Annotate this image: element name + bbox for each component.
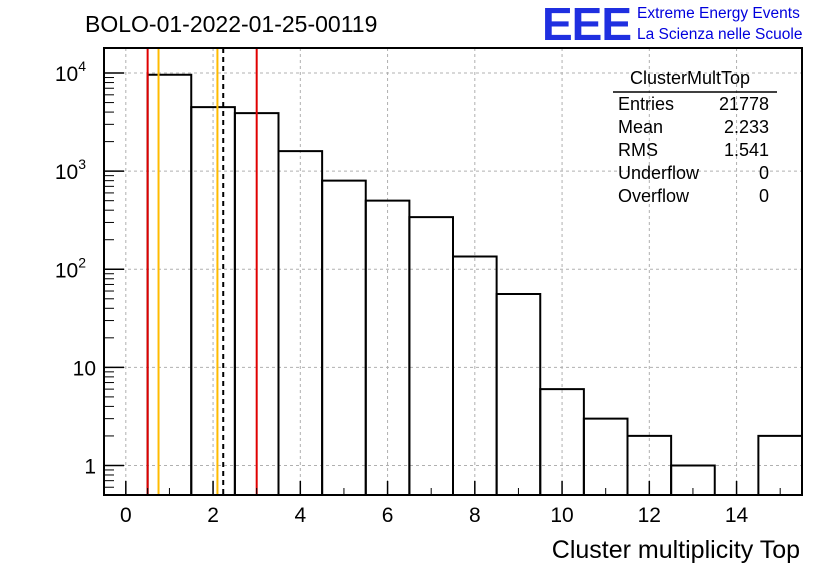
eee-logo: EEE Extreme Energy Events La Scienza nel… (542, 0, 802, 50)
y-tick-exponent: 3 (78, 156, 86, 172)
x-tick-label: 4 (294, 504, 306, 527)
y-tick-label: 102 (55, 254, 86, 282)
y-tick-base: 10 (55, 63, 78, 86)
y-tick-exponent: 4 (78, 58, 86, 74)
histogram-bin (146, 73, 193, 495)
y-tick-label: 103 (55, 156, 86, 184)
x-tick-label: 2 (207, 504, 219, 527)
stats-label: Underflow (618, 163, 700, 183)
y-tick-label: 1 (84, 455, 96, 478)
y-tick-label: 10 (73, 357, 96, 380)
x-tick-label: 6 (382, 504, 394, 527)
x-axis-label: Cluster multiplicity Top (552, 536, 800, 564)
histogram-bin (495, 292, 542, 495)
stats-rows: Entries 21778 Mean 2.233 RMS 1.541 Underflow 0 O… (618, 94, 769, 206)
x-axis: 0 2 4 6 8 10 12 14 (103, 481, 803, 527)
logo-line-1: Extreme Energy Events (637, 5, 800, 22)
x-tick-label: 0 (120, 504, 132, 527)
x-tick-label: 12 (638, 504, 661, 527)
stats-label: Entries (618, 94, 674, 114)
histogram-bin (582, 417, 629, 495)
chart-title: BOLO-01-2022-01-25-00119 (85, 11, 377, 37)
x-tick-label: 10 (550, 504, 573, 527)
stats-value: 0 (759, 186, 769, 206)
stats-label: Mean (618, 117, 663, 137)
y-tick-base: 1 (84, 455, 96, 478)
stats-value: 21778 (719, 94, 769, 114)
stats-value: 0 (759, 163, 769, 183)
y-tick-base: 10 (55, 161, 78, 184)
x-tick-label: 8 (469, 504, 481, 527)
marker-lines (146, 48, 258, 495)
histogram-bin (277, 150, 324, 495)
stats-value: 2.233 (724, 117, 769, 137)
x-tick-label: 14 (725, 504, 749, 527)
y-tick-exponent: 2 (78, 254, 86, 270)
y-tick-base: 10 (55, 259, 78, 282)
stats-label: RMS (618, 140, 658, 160)
histogram-bin (321, 179, 367, 495)
histogram-bin (670, 464, 716, 495)
logo-mark: EEE (542, 0, 631, 50)
stats-box: ClusterMultTop Entries 21778 Mean 2.233 RMS 1… (613, 68, 777, 206)
logo-line-2: La Scienza nelle Scuole (637, 26, 802, 43)
histogram-bin (408, 216, 454, 495)
stats-value: 1.541 (724, 140, 769, 160)
y-tick-label: 104 (55, 58, 86, 86)
histogram-bin (452, 255, 498, 495)
histogram-bin (539, 388, 585, 495)
stats-label: Overflow (618, 186, 690, 206)
stats-title: ClusterMultTop (630, 68, 750, 88)
y-tick-base: 10 (73, 357, 96, 380)
